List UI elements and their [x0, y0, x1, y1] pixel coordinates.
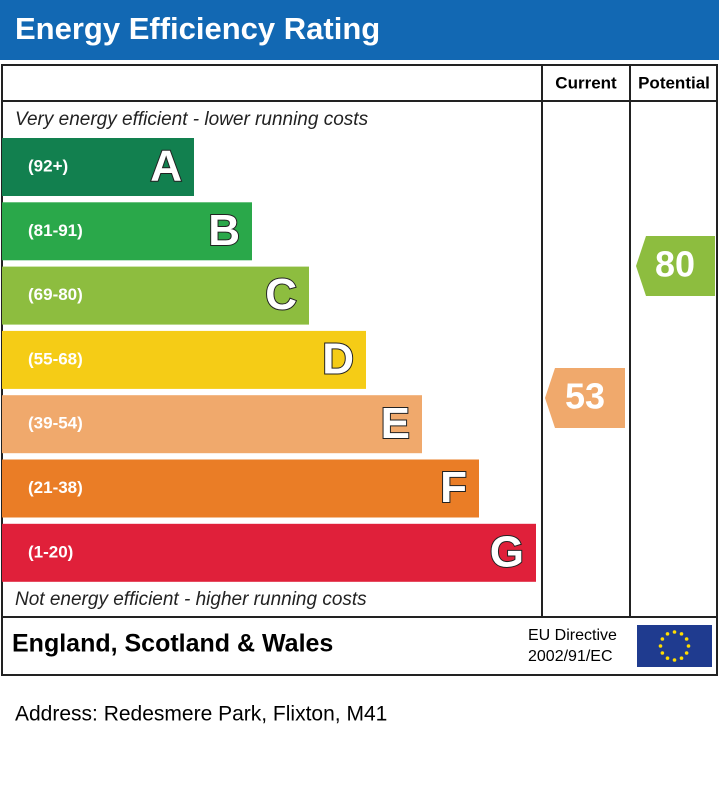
eu-star: [684, 651, 689, 655]
current-score: 53: [565, 376, 605, 417]
current-arrow: [545, 368, 625, 428]
band-letter: G: [490, 527, 524, 576]
band-bar: [2, 266, 309, 325]
eu-star: [672, 658, 677, 662]
region: England, Scotland & Wales: [12, 630, 333, 658]
potential-arrow: [636, 236, 715, 296]
band-bar: [2, 330, 366, 389]
eu-star: [684, 637, 689, 641]
band-letter: D: [322, 335, 354, 384]
band-range: (1-20): [28, 542, 73, 561]
eu-star: [679, 656, 684, 660]
eu-star: [665, 656, 670, 660]
address: Address: Redesmere Park, Flixton, M41: [15, 703, 387, 726]
top-note: Very energy efficient - lower running co…: [15, 109, 369, 130]
band-letter: A: [150, 142, 182, 191]
directive: 2002/91/EC: [528, 648, 613, 665]
band-bar: [2, 202, 252, 261]
band-bar: [2, 459, 479, 518]
eu-star: [672, 630, 677, 634]
eu-star: [686, 644, 691, 648]
band-range: (92+): [28, 156, 68, 175]
band-range: (55-68): [28, 349, 83, 368]
band-range: (21-38): [28, 478, 83, 497]
band-bar: [2, 523, 536, 582]
band-letter: C: [265, 270, 297, 319]
band-letter: F: [440, 463, 467, 512]
eu-stars: [658, 630, 691, 662]
eu-star: [665, 632, 670, 636]
band-letter: B: [208, 206, 240, 255]
eu-star: [679, 632, 684, 636]
column-header: Current: [555, 73, 617, 92]
column-header: Potential: [638, 73, 710, 92]
eu-star: [660, 637, 665, 641]
band-range: (81-91): [28, 221, 83, 240]
eu-star: [660, 651, 665, 655]
eu-star: [658, 644, 663, 648]
bands: (92+) A (81-91) B (69-80) C (55-68) D (39-54) E (2…: [2, 138, 536, 582]
title: Energy Efficiency Rating: [15, 11, 380, 46]
band-letter: E: [381, 399, 410, 448]
band-bar: [2, 138, 194, 196]
band-range: (39-54): [28, 414, 83, 433]
bottom-note: Not energy efficient - higher running co…: [15, 589, 367, 610]
band-range: (69-80): [28, 285, 83, 304]
header-bar: [0, 0, 719, 60]
directive: EU Directive: [528, 627, 617, 644]
potential-score: 80: [655, 244, 695, 285]
band-bar: [2, 395, 422, 454]
